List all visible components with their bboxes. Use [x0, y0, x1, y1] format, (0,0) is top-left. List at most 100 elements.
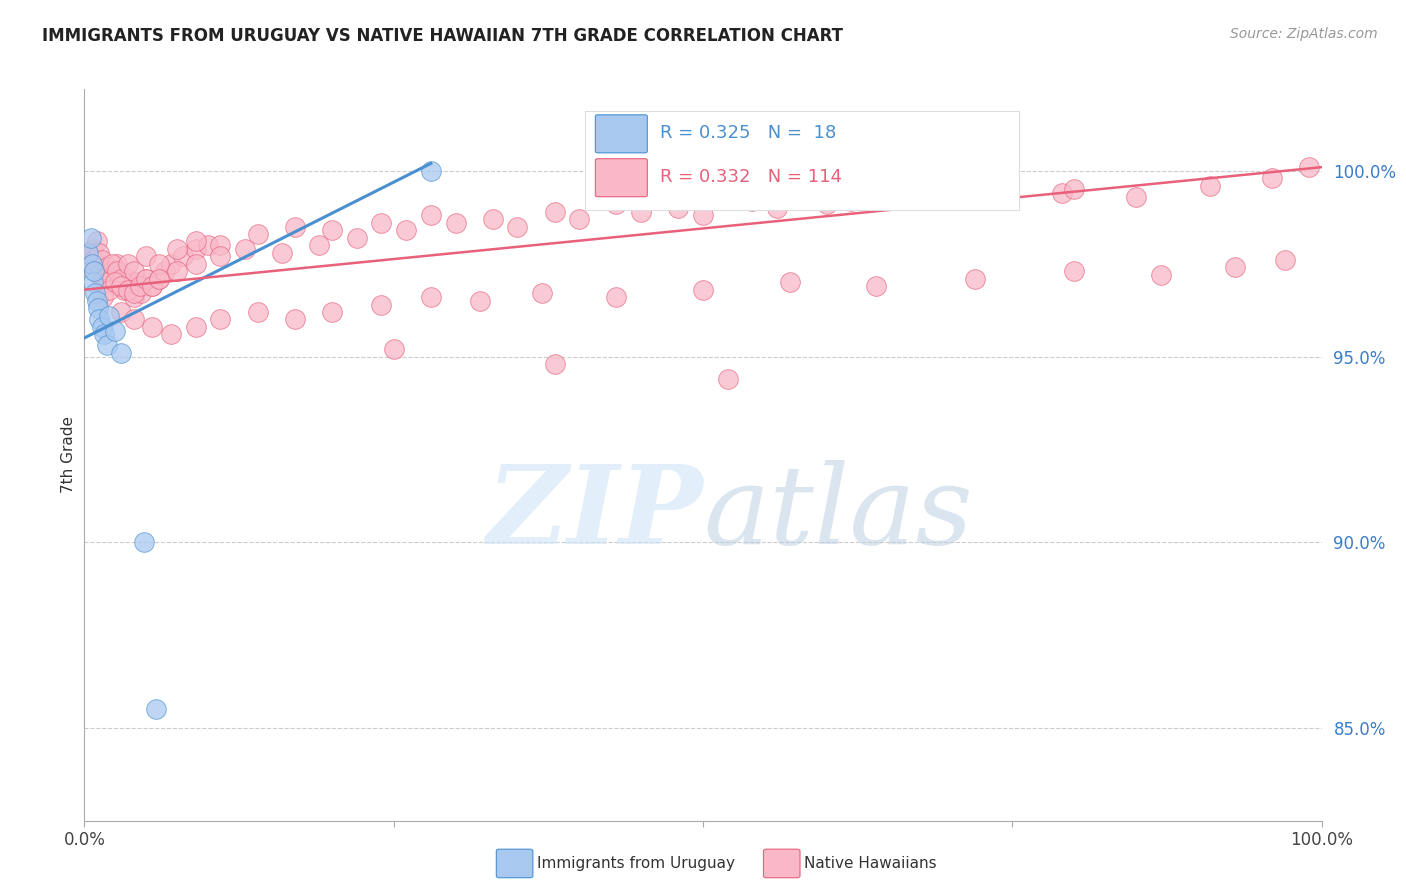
Text: R = 0.332   N = 114: R = 0.332 N = 114 [659, 168, 842, 186]
Point [141, 319, 163, 334]
Point [105, 257, 128, 271]
Point [86, 235, 108, 249]
Point [184, 242, 207, 256]
Point [1063, 182, 1085, 196]
Point [79, 257, 101, 271]
Point [90, 252, 112, 267]
Point [865, 279, 887, 293]
Point [209, 238, 232, 252]
Point [110, 279, 132, 293]
Point [135, 271, 157, 285]
Point [1125, 190, 1147, 204]
Point [605, 290, 627, 304]
Point [321, 305, 343, 319]
Point [346, 230, 368, 244]
Point [172, 249, 194, 263]
Point [77, 249, 100, 263]
Point [160, 257, 183, 271]
Point [246, 227, 269, 241]
Point [184, 319, 207, 334]
Point [1063, 264, 1085, 278]
Point [166, 264, 188, 278]
Point [135, 271, 157, 285]
Point [96, 260, 118, 275]
Point [100, 264, 122, 278]
Point [419, 209, 441, 223]
Point [86, 293, 108, 308]
Text: Source: ZipAtlas.com: Source: ZipAtlas.com [1230, 27, 1378, 41]
Text: ZIP: ZIP [486, 459, 703, 567]
Point [129, 286, 152, 301]
Point [543, 357, 565, 371]
Point [965, 182, 987, 196]
Point [766, 201, 789, 215]
Point [470, 293, 492, 308]
Point [83, 264, 105, 278]
Point [717, 372, 740, 386]
Point [87, 301, 110, 316]
Point [370, 216, 392, 230]
Point [91, 290, 114, 304]
Point [90, 319, 112, 334]
Point [370, 297, 392, 311]
Point [89, 312, 111, 326]
Point [284, 219, 307, 234]
Text: Native Hawaiians: Native Hawaiians [804, 856, 936, 871]
Point [692, 209, 714, 223]
Point [127, 275, 149, 289]
Point [122, 264, 145, 278]
Point [233, 242, 256, 256]
Point [120, 279, 142, 293]
Text: IMMIGRANTS FROM URUGUAY VS NATIVE HAWAIIAN 7TH GRADE CORRELATION CHART: IMMIGRANTS FROM URUGUAY VS NATIVE HAWAII… [42, 27, 844, 45]
Point [184, 257, 207, 271]
Point [117, 283, 139, 297]
Point [93, 268, 115, 282]
Point [988, 190, 1011, 204]
Point [841, 194, 863, 208]
Point [104, 324, 127, 338]
Point [568, 212, 591, 227]
Point [117, 271, 139, 285]
Point [166, 242, 188, 256]
Point [98, 283, 121, 297]
Point [630, 204, 652, 219]
Point [132, 535, 155, 549]
Text: atlas: atlas [703, 459, 973, 567]
Point [112, 283, 135, 297]
Point [104, 275, 127, 289]
Point [965, 271, 987, 285]
Point [98, 275, 121, 289]
Point [96, 338, 118, 352]
Point [110, 305, 132, 319]
Point [308, 238, 330, 252]
Point [96, 275, 118, 289]
Point [82, 275, 104, 289]
Point [605, 197, 627, 211]
Point [93, 327, 115, 342]
Point [246, 305, 269, 319]
Point [141, 279, 163, 293]
Point [141, 279, 163, 293]
Point [100, 257, 122, 271]
Point [506, 219, 529, 234]
Point [89, 268, 111, 282]
FancyBboxPatch shape [595, 159, 647, 197]
Point [135, 249, 157, 263]
Point [444, 216, 467, 230]
Point [1150, 268, 1173, 282]
Point [184, 235, 207, 249]
Point [122, 312, 145, 326]
Point [98, 309, 121, 323]
Point [148, 257, 170, 271]
Point [815, 197, 838, 211]
Point [160, 327, 183, 342]
Text: Immigrants from Uruguay: Immigrants from Uruguay [537, 856, 735, 871]
Point [148, 271, 170, 285]
Point [129, 279, 152, 293]
Point [77, 245, 100, 260]
Point [83, 252, 105, 267]
Point [271, 245, 294, 260]
Point [321, 223, 343, 237]
Point [1050, 186, 1073, 201]
Point [110, 346, 132, 360]
